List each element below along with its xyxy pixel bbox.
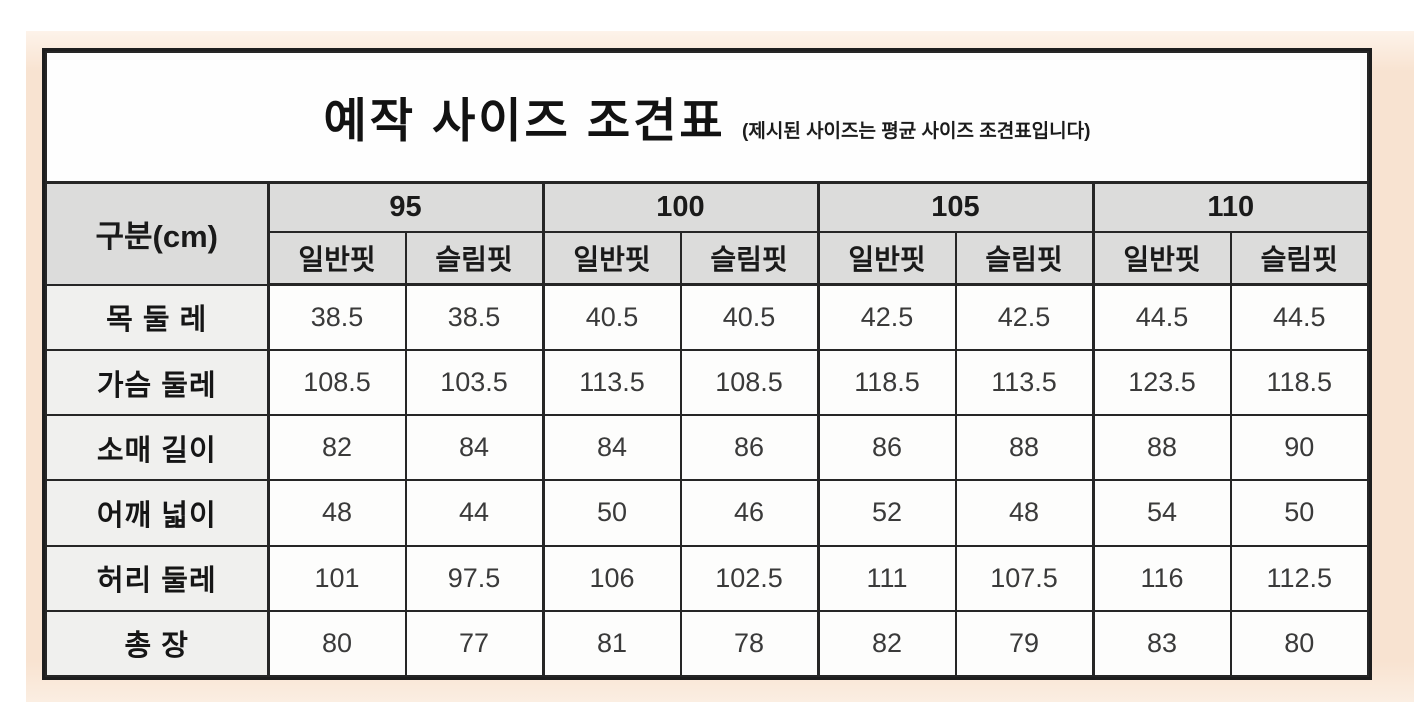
table-row-sleeve: 소매 길이 82 84 84 86 86 88 88 90 [45,414,1369,482]
fit-header-regular: 일반핏 [541,230,682,287]
size-value-cell: 111 [816,544,957,612]
fit-header-regular: 일반핏 [266,230,407,287]
size-value-cell: 84 [404,414,544,482]
page-title: 예작 사이즈 조견표 [323,94,726,148]
row-label: 허리 둘레 [45,544,270,612]
size-header-100: 100 [541,181,819,233]
size-value-cell: 88 [1091,414,1232,482]
size-value-cell: 118.5 [816,348,957,417]
fit-header-slim: 슬림핏 [1229,230,1369,287]
size-value-cell: 116 [1091,544,1232,612]
row-label: 목 둘 레 [45,283,270,351]
fit-header-slim: 슬림핏 [404,230,544,287]
row-label: 소매 길이 [45,414,270,482]
size-value-cell: 77 [404,609,544,678]
size-value-cell: 79 [954,609,1094,678]
size-value-cell: 38.5 [266,283,407,351]
size-value-cell: 40.5 [541,283,682,351]
title-row: 예작 사이즈 조견표 (제시된 사이즈는 평균 사이즈 조견표입니다) [45,50,1369,184]
size-value-cell: 81 [541,609,682,678]
size-value-cell: 48 [266,479,407,547]
size-value-cell: 103.5 [404,348,544,417]
table-row-shoulder: 어깨 넓이 48 44 50 46 52 48 54 50 [45,479,1369,547]
table-row-waist: 허리 둘레 101 97.5 106 102.5 111 107.5 116 1… [45,544,1369,612]
fit-header-slim: 슬림핏 [679,230,819,287]
size-value-cell: 113.5 [954,348,1094,417]
fit-header-row: 일반핏 슬림핏 일반핏 슬림핏 일반핏 슬림핏 일반핏 슬림핏 [46,230,1369,287]
size-value-cell: 101 [266,544,407,612]
size-value-cell: 118.5 [1229,348,1369,417]
size-value-cell: 50 [541,479,682,547]
size-chart: 예작 사이즈 조견표 (제시된 사이즈는 평균 사이즈 조견표입니다) 구분(c… [42,48,1372,680]
size-header-105: 105 [816,181,1094,233]
size-value-cell: 90 [1229,414,1369,482]
size-value-cell: 80 [266,609,407,678]
size-value-cell: 82 [266,414,407,482]
size-value-cell: 54 [1091,479,1232,547]
size-value-cell: 38.5 [404,283,544,351]
size-value-cell: 112.5 [1229,544,1369,612]
fit-header-slim: 슬림핏 [954,230,1094,287]
size-value-cell: 86 [816,414,957,482]
table-row-chest: 가슴 둘레 108.5 103.5 113.5 108.5 118.5 113.… [45,348,1369,417]
size-value-cell: 108.5 [679,348,819,417]
size-value-cell: 107.5 [954,544,1094,612]
size-value-cell: 102.5 [679,544,819,612]
size-value-cell: 50 [1229,479,1369,547]
size-value-cell: 106 [541,544,682,612]
size-value-cell: 84 [541,414,682,482]
size-value-cell: 82 [816,609,957,678]
size-value-cell: 40.5 [679,283,819,351]
size-value-cell: 123.5 [1091,348,1232,417]
size-value-cell: 88 [954,414,1094,482]
size-value-cell: 78 [679,609,819,678]
size-value-cell: 42.5 [954,283,1094,351]
size-header-95: 95 [266,181,544,233]
size-value-cell: 42.5 [816,283,957,351]
size-header-110: 110 [1091,181,1369,233]
table-row-total-length: 총 장 80 77 81 78 82 79 83 80 [45,609,1369,678]
size-value-cell: 113.5 [541,348,682,417]
title-note: (제시된 사이즈는 평균 사이즈 조견표입니다) [742,121,1091,143]
size-value-cell: 46 [679,479,819,547]
size-value-cell: 86 [679,414,819,482]
size-value-cell: 108.5 [266,348,407,417]
row-label: 총 장 [45,609,270,678]
size-chart-table: 예작 사이즈 조견표 (제시된 사이즈는 평균 사이즈 조견표입니다) 구분(c… [45,50,1369,678]
size-value-cell: 97.5 [404,544,544,612]
size-value-cell: 44.5 [1229,283,1369,351]
size-value-cell: 48 [954,479,1094,547]
fit-header-regular: 일반핏 [1091,230,1232,287]
fit-header-regular: 일반핏 [816,230,957,287]
category-header-cell: 구분(cm) [45,181,270,286]
size-value-cell: 80 [1229,609,1369,678]
size-value-cell: 44.5 [1091,283,1232,351]
table-row-neck: 목 둘 레 38.5 38.5 40.5 40.5 42.5 42.5 44.5… [45,283,1369,351]
row-label: 어깨 넓이 [45,479,270,547]
size-value-cell: 44 [404,479,544,547]
size-value-cell: 52 [816,479,957,547]
size-header-row: 구분(cm) 95 100 105 110 [45,181,1369,286]
title-cell: 예작 사이즈 조견표 (제시된 사이즈는 평균 사이즈 조견표입니다) [45,50,1369,184]
size-value-cell: 83 [1091,609,1232,678]
row-label: 가슴 둘레 [45,348,270,417]
